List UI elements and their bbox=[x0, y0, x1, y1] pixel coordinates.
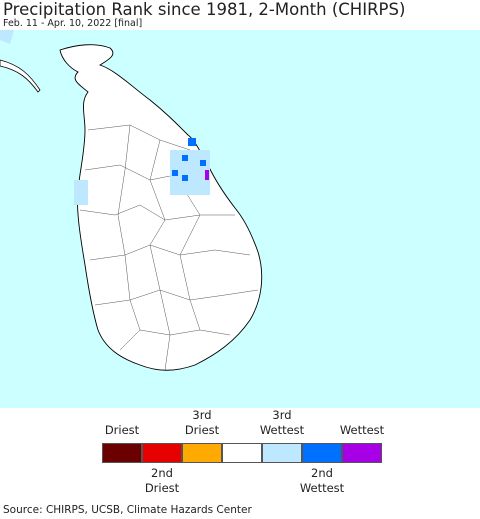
legend-label: Wettest bbox=[339, 423, 385, 437]
source: Source: CHIRPS, UCSB, Climate Hazards Ce… bbox=[3, 504, 252, 516]
legend: Driest 2nd Driest 3rd Driest 3rd Wettest 2nd… bbox=[102, 400, 384, 500]
legend-label: 2nd Wettest bbox=[299, 466, 345, 495]
subtitle: Feb. 11 - Apr. 10, 2022 [final] bbox=[3, 18, 143, 29]
title: Precipitation Rank since 1981, 2-Month (… bbox=[3, 0, 406, 19]
legend-label: Driest bbox=[104, 423, 140, 437]
legend-swatch bbox=[342, 443, 382, 463]
mainland-edge bbox=[0, 30, 14, 44]
legend-swatch bbox=[222, 443, 262, 463]
legend-swatch bbox=[302, 443, 342, 463]
legend-swatch bbox=[182, 443, 222, 463]
legend-swatch bbox=[262, 443, 302, 463]
island bbox=[59, 44, 263, 371]
map bbox=[0, 30, 480, 408]
legend-label: 3rd Wettest bbox=[259, 408, 305, 437]
legend-swatch bbox=[142, 443, 182, 463]
legend-label: 2nd Driest bbox=[144, 466, 180, 495]
legend-label: 3rd Driest bbox=[184, 408, 220, 437]
india-coast bbox=[0, 59, 41, 93]
wet-pixels bbox=[74, 138, 210, 205]
legend-swatch bbox=[102, 443, 142, 463]
